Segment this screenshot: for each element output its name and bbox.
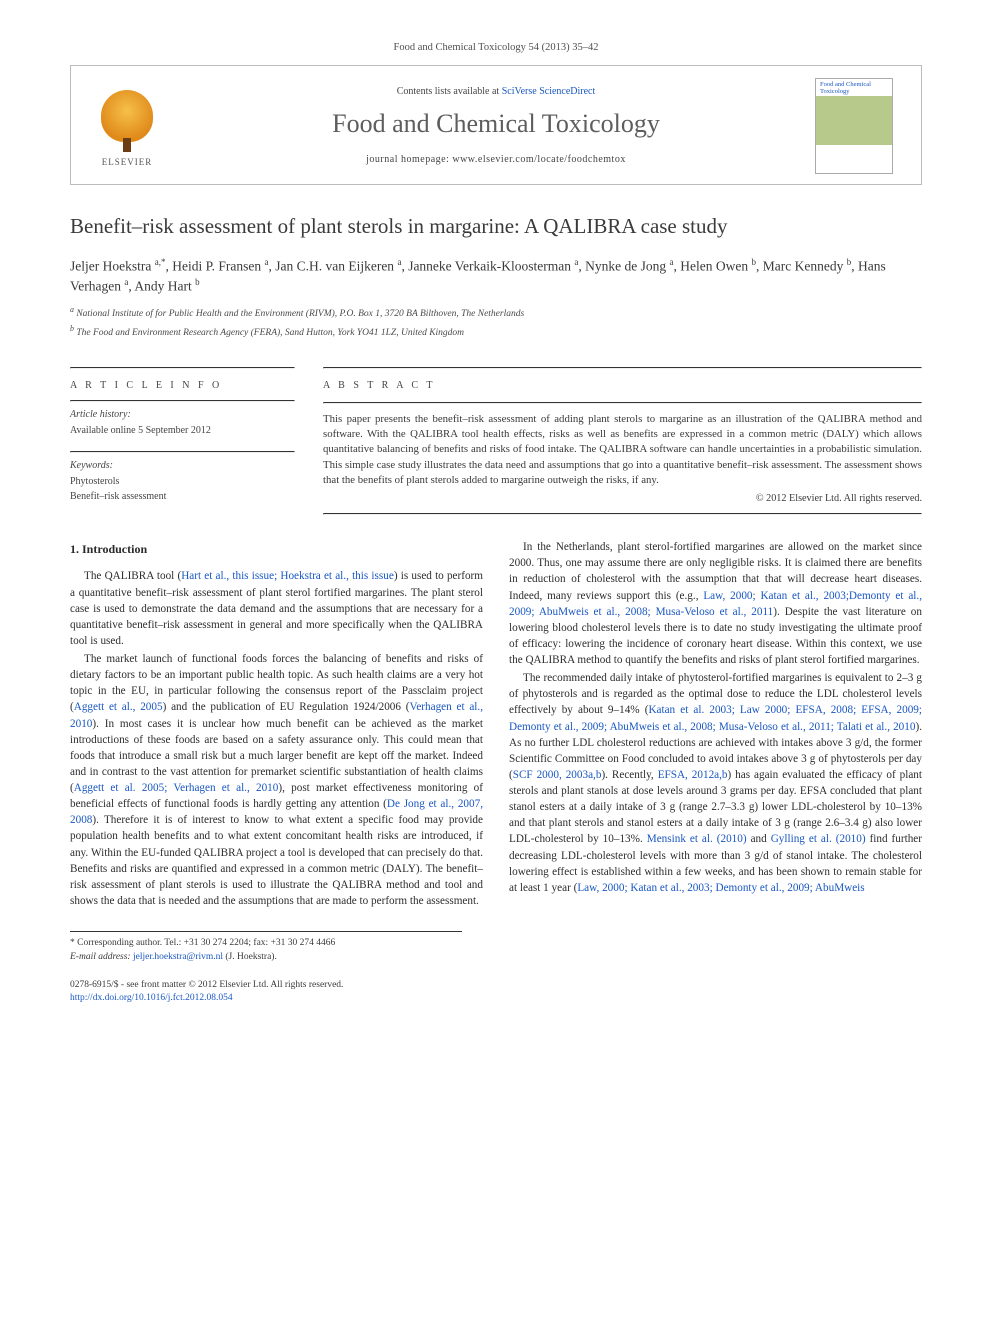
journal-title: Food and Chemical Toxicology: [189, 105, 803, 143]
front-matter-line: 0278-6915/$ - see front matter © 2012 El…: [70, 979, 343, 993]
section-heading: 1. Introduction: [70, 541, 483, 558]
citation-link[interactable]: Law, 2000; Katan et al., 2003; Demonty e…: [577, 882, 864, 894]
affiliations: a National Institute of for Public Healt…: [70, 304, 922, 341]
journal-cover-thumb: Food and Chemical Toxicology: [815, 78, 893, 174]
keywords-label: Keywords:: [70, 459, 295, 474]
doi-link[interactable]: http://dx.doi.org/10.1016/j.fct.2012.08.…: [70, 992, 343, 1006]
footer-bar: 0278-6915/$ - see front matter © 2012 El…: [70, 979, 922, 1007]
article-title: Benefit–risk assessment of plant sterols…: [70, 211, 922, 241]
citation-link[interactable]: Gylling et al. (2010): [771, 833, 866, 845]
publisher-name: ELSEVIER: [102, 156, 153, 169]
article-info-heading: A R T I C L E I N F O: [70, 379, 295, 394]
body-paragraph: The recommended daily intake of phytoste…: [509, 670, 922, 896]
homepage-line: journal homepage: www.elsevier.com/locat…: [189, 153, 803, 168]
contents-line: Contents lists available at SciVerse Sci…: [189, 85, 803, 100]
body-paragraph: The QALIBRA tool (Hart et al., this issu…: [70, 568, 483, 649]
citation-link[interactable]: Aggett et al., 2005: [74, 701, 163, 713]
article-body: 1. Introduction The QALIBRA tool (Hart e…: [70, 539, 922, 909]
citation-link[interactable]: Hart et al., this issue; Hoekstra et al.…: [181, 570, 394, 582]
email-line: E-mail address: jeljer.hoekstra@rivm.nl …: [70, 951, 462, 965]
abstract-heading: A B S T R A C T: [323, 379, 922, 394]
body-text: and: [747, 833, 771, 845]
body-paragraph: In the Netherlands, plant sterol-fortifi…: [509, 539, 922, 668]
abstract-col: A B S T R A C T This paper presents the …: [323, 357, 922, 515]
cover-label: Food and Chemical Toxicology: [820, 82, 888, 96]
info-abstract-row: A R T I C L E I N F O Article history: A…: [70, 357, 922, 515]
citation-link[interactable]: EFSA, 2012a,b: [658, 769, 728, 781]
abstract-text: This paper presents the benefit–risk ass…: [323, 412, 922, 489]
publisher-logo: ELSEVIER: [87, 83, 167, 169]
journal-header: ELSEVIER Contents lists available at Sci…: [70, 65, 922, 185]
footer-left: 0278-6915/$ - see front matter © 2012 El…: [70, 979, 343, 1007]
contents-prefix: Contents lists available at: [397, 86, 502, 97]
body-paragraph: The market launch of functional foods fo…: [70, 651, 483, 909]
corresponding-footnote: * Corresponding author. Tel.: +31 30 274…: [70, 931, 462, 965]
keyword: Phytosterols: [70, 475, 295, 490]
rule: [323, 513, 922, 515]
elsevier-tree-icon: [101, 90, 153, 142]
corr-author-line: * Corresponding author. Tel.: +31 30 274…: [70, 937, 462, 951]
citation-line: Food and Chemical Toxicology 54 (2013) 3…: [70, 40, 922, 55]
citation-link[interactable]: SCF 2000, 2003a,b: [513, 769, 602, 781]
email-link[interactable]: jeljer.hoekstra@rivm.nl: [133, 952, 223, 962]
citation-link[interactable]: Aggett et al. 2005; Verhagen et al., 201…: [74, 782, 279, 794]
history-label: Article history:: [70, 408, 295, 423]
abstract-copyright: © 2012 Elsevier Ltd. All rights reserved…: [323, 492, 922, 507]
header-center: Contents lists available at SciVerse Sci…: [189, 85, 803, 168]
homepage-url[interactable]: www.elsevier.com/locate/foodchemtox: [452, 154, 625, 165]
affiliation-line: a National Institute of for Public Healt…: [70, 304, 922, 322]
body-text: ). Therefore it is of interest to know t…: [70, 814, 483, 907]
body-text: ). Recently,: [601, 769, 657, 781]
history-text: Available online 5 September 2012: [70, 424, 295, 439]
email-label: E-mail address:: [70, 952, 133, 962]
email-after: (J. Hoekstra).: [223, 952, 277, 962]
body-text: ) and the publication of EU Regulation 1…: [163, 701, 410, 713]
keyword: Benefit–risk assessment: [70, 490, 295, 505]
affiliation-line: b The Food and Environment Research Agen…: [70, 323, 922, 341]
author-list: Jeljer Hoekstra a,*, Heidi P. Fransen a,…: [70, 256, 922, 297]
body-text: The QALIBRA tool (: [84, 570, 181, 582]
homepage-prefix: journal homepage:: [366, 154, 452, 165]
citation-link[interactable]: Mensink et al. (2010): [647, 833, 747, 845]
sciencedirect-link[interactable]: SciVerse ScienceDirect: [502, 86, 596, 97]
article-info-col: A R T I C L E I N F O Article history: A…: [70, 357, 295, 515]
